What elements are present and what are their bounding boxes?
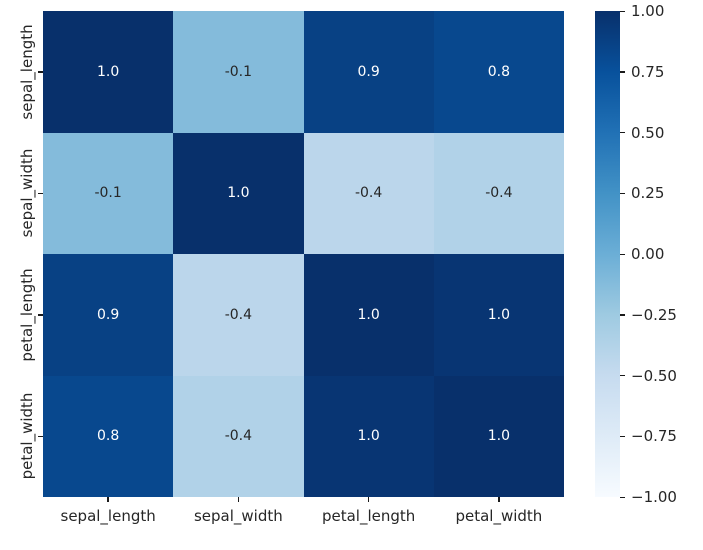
colorbar-tick-label: 0.00: [631, 245, 665, 263]
cell-annotation: -0.1: [224, 63, 253, 80]
y-axis-label: petal_length: [18, 268, 36, 362]
y-tick: [38, 314, 43, 316]
heatmap-cell: 1.0: [303, 254, 434, 376]
colorbar-tick-label: −0.75: [631, 427, 677, 446]
colorbar-tick-label: 0.75: [631, 62, 665, 81]
x-axis-label: sepal_length: [60, 507, 156, 525]
y-tick: [38, 192, 43, 195]
cell-annotation: 1.0: [487, 306, 510, 323]
colorbar-tick: [620, 435, 625, 438]
heatmap-cell: -0.4: [173, 375, 304, 497]
heatmap-cell: -0.4: [303, 132, 434, 254]
x-axis-label: petal_width: [455, 507, 543, 525]
cell-annotation: -0.4: [224, 428, 253, 445]
cell-annotation: 0.8: [96, 428, 120, 445]
heatmap-cell: 1.0: [173, 132, 304, 254]
x-axis-label: petal_length: [321, 507, 416, 525]
colorbar-tick-label: 1.00: [631, 2, 665, 20]
colorbar-tick: [620, 132, 625, 134]
heatmap-cell: 1.0: [433, 375, 564, 497]
colorbar-tick: [620, 10, 625, 12]
heatmap-cell: 1.0: [303, 375, 434, 497]
cell-annotation: -0.4: [354, 185, 383, 202]
cell-annotation: 1.0: [357, 306, 380, 323]
colorbar: [595, 11, 620, 497]
cell-annotation: 0.9: [357, 63, 380, 80]
cell-annotation: 0.8: [487, 63, 510, 80]
colorbar-tick-label: −1.00: [631, 488, 677, 506]
heatmap-grid: 1.0 -0.1 0.9 0.8 -0.1 1.0 -0.4 -0.4 0.9 -0.4 1.0 1.…: [43, 11, 564, 497]
y-tick: [38, 435, 43, 438]
cell-annotation: 1.0: [96, 63, 120, 80]
x-tick: [237, 497, 240, 502]
heatmap-cell: 0.9: [303, 11, 434, 133]
y-tick: [38, 71, 43, 73]
heatmap-cell: -0.1: [173, 11, 304, 133]
colorbar-tick: [620, 192, 625, 195]
heatmap-cell: 1.0: [433, 254, 564, 376]
cell-annotation: 1.0: [357, 428, 380, 445]
heatmap-cell: 0.9: [43, 254, 174, 376]
colorbar-tick: [620, 496, 625, 498]
colorbar-tick: [620, 375, 625, 377]
heatmap-cell: -0.1: [43, 132, 174, 254]
heatmap-cell: 1.0: [43, 11, 174, 133]
colorbar-tick-label: 0.25: [631, 184, 665, 203]
x-tick: [367, 497, 370, 502]
colorbar-tick-label: −0.25: [631, 305, 677, 324]
cell-annotation: -0.4: [485, 185, 513, 202]
cell-annotation: 1.0: [227, 185, 250, 202]
x-tick: [498, 497, 500, 502]
cell-annotation: 0.9: [96, 306, 120, 323]
y-axis-label: petal_width: [18, 392, 36, 480]
colorbar-tick-label: 0.50: [631, 123, 665, 142]
heatmap-cell: -0.4: [433, 132, 564, 254]
heatmap-cell: -0.4: [173, 254, 304, 376]
colorbar-tick: [620, 314, 625, 316]
cell-annotation: -0.1: [94, 185, 122, 202]
heatmap-cell: 0.8: [43, 375, 174, 497]
x-tick: [107, 497, 109, 502]
heatmap-cell: 0.8: [433, 11, 564, 133]
cell-annotation: 1.0: [487, 428, 510, 445]
colorbar-tick: [620, 71, 625, 73]
colorbar-tick: [620, 253, 625, 255]
cell-annotation: -0.4: [224, 306, 253, 323]
x-axis-label: sepal_width: [193, 507, 283, 525]
y-axis-label: sepal_length: [18, 24, 36, 120]
colorbar-tick-label: −0.50: [631, 366, 677, 385]
y-axis-label: sepal_width: [18, 148, 36, 238]
